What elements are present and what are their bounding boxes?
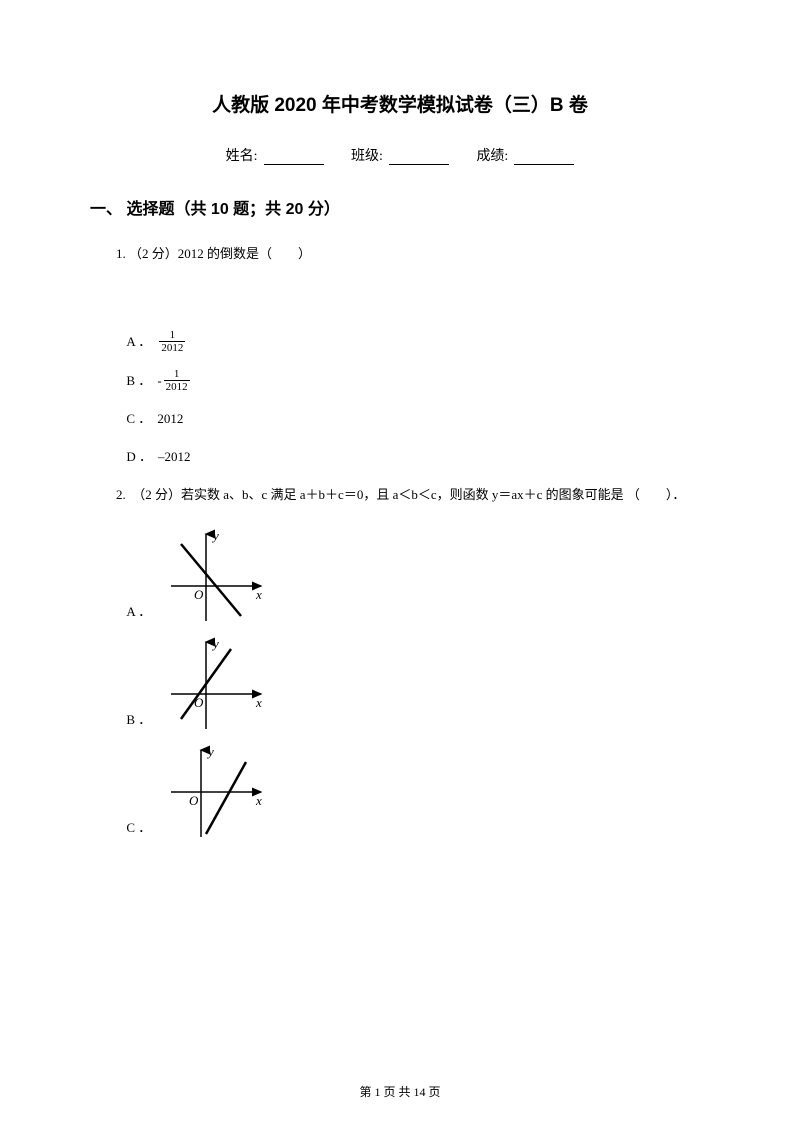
svg-text:y: y — [211, 528, 219, 543]
name-label: 姓名: — [226, 149, 258, 164]
q2-option-b: B ． O x y — [126, 634, 710, 734]
denominator: 2012 — [164, 381, 190, 393]
option-label: C ． — [126, 407, 151, 430]
page-footer: 第 1 页 共 14 页 — [0, 1083, 800, 1100]
q2-option-a: A ． O x y — [126, 526, 710, 626]
fraction: 1 2012 — [159, 329, 185, 354]
option-label: A ． — [126, 330, 151, 353]
minus-sign: - — [157, 369, 161, 392]
name-blank — [264, 151, 324, 165]
numerator: 1 — [164, 368, 190, 381]
question-2-stem: 2. （2 分）若实数 a、b、c 满足 a＋b＋c＝0，且 a＜b＜c，则函数… — [90, 482, 710, 508]
option-label: C ． — [126, 817, 151, 836]
svg-text:O: O — [189, 793, 199, 808]
option-text: –2012 — [158, 445, 191, 468]
class-blank — [389, 151, 449, 165]
class-label: 班级: — [351, 149, 383, 164]
exam-title: 人教版 2020 年中考数学模拟试卷（三）B 卷 — [90, 90, 710, 117]
fraction: 1 2012 — [164, 368, 190, 393]
q1-option-c: C ． 2012 — [126, 407, 710, 430]
graph-b: O x y — [161, 634, 271, 734]
q1-option-d: D ． –2012 — [126, 445, 710, 468]
q1-option-a: A ． 1 2012 — [126, 329, 710, 354]
svg-text:x: x — [255, 587, 262, 602]
denominator: 2012 — [159, 342, 185, 354]
section-header: 一、 选择题（共 10 题；共 20 分） — [90, 195, 710, 219]
q2-option-c: C ． O x y — [126, 742, 710, 842]
option-label: D ． — [126, 445, 152, 468]
svg-text:O: O — [194, 695, 204, 710]
question-1-stem: 1. （2 分）2012 的倒数是（ ） — [90, 241, 710, 267]
numerator: 1 — [159, 329, 185, 342]
section-number: 一、 — [90, 201, 122, 218]
option-label: B ． — [126, 709, 151, 728]
option-label: A ． — [126, 601, 151, 620]
option-label: B ． — [126, 369, 151, 392]
svg-text:x: x — [255, 793, 262, 808]
svg-text:y: y — [211, 636, 219, 651]
option-text: 2012 — [157, 407, 183, 430]
svg-text:y: y — [206, 744, 214, 759]
page-content: 人教版 2020 年中考数学模拟试卷（三）B 卷 姓名: 班级: 成绩: 一、 … — [0, 0, 800, 842]
score-blank — [514, 151, 574, 165]
q1-option-b: B ． - 1 2012 — [126, 368, 710, 393]
spacer — [90, 285, 710, 315]
graph-c: O x y — [161, 742, 271, 842]
student-info-row: 姓名: 班级: 成绩: — [90, 145, 710, 165]
svg-text:x: x — [255, 695, 262, 710]
score-label: 成绩: — [476, 149, 508, 164]
svg-text:O: O — [194, 587, 204, 602]
graph-a: O x y — [161, 526, 271, 626]
section-title: 选择题（共 10 题；共 20 分） — [126, 201, 339, 218]
